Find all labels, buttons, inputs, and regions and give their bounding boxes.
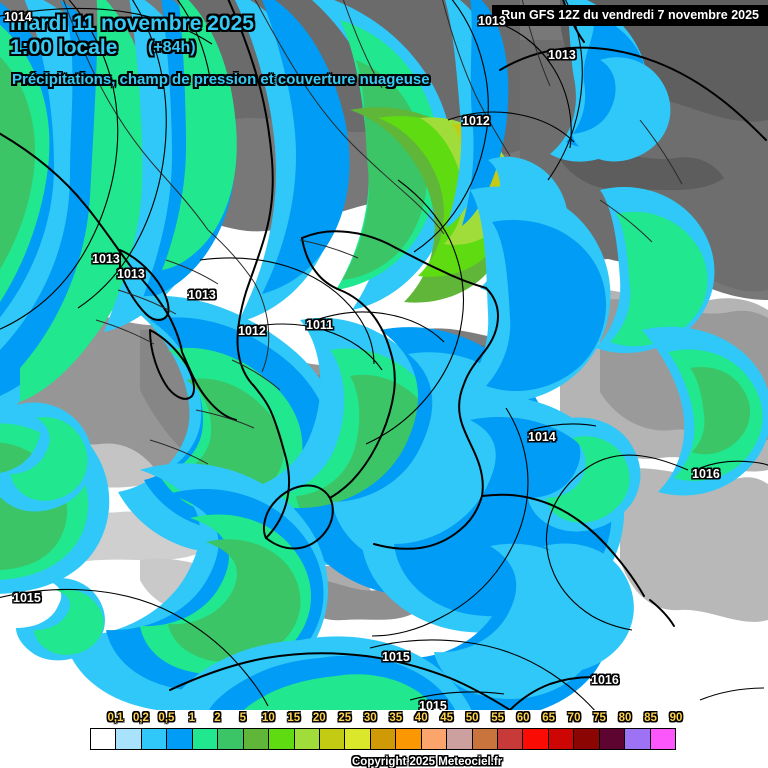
- legend-color-bar[interactable]: [90, 728, 676, 750]
- legend-tick-label: 2: [214, 712, 221, 724]
- legend-color-cell: [345, 729, 371, 749]
- legend-color-cell: [91, 729, 117, 749]
- legend-tick-label: 80: [618, 712, 632, 724]
- isobar-pressure-label: 1014: [528, 430, 556, 444]
- legend-tick-label: 0,5: [158, 712, 175, 724]
- legend-color-cell: [370, 729, 397, 749]
- legend-tick-label: 70: [567, 712, 581, 724]
- copyright-label: Copyright 2025 Meteociel.fr: [352, 756, 503, 768]
- legend-tick-label: 90: [669, 712, 683, 724]
- precipitation-layer: [0, 0, 768, 710]
- legend-color-cell: [243, 729, 270, 749]
- legend-tick-label: 85: [644, 712, 657, 724]
- legend-tick-label: 20: [312, 712, 326, 724]
- legend-color-cell: [472, 729, 498, 749]
- legend-tick-label: 10: [261, 712, 275, 724]
- legend-tick-label: 5: [239, 712, 247, 724]
- map-date-label: mardi 11 novembre 2025: [10, 12, 254, 35]
- weather-map[interactable]: mardi 11 novembre 2025 1:00 locale (+84h…: [0, 0, 768, 710]
- legend-tick-label: 15: [287, 712, 301, 724]
- isobar-pressure-label: 1015: [419, 699, 447, 710]
- legend-color-cell: [269, 729, 295, 749]
- legend-color-cell: [523, 729, 549, 749]
- isobar-pressure-label: 1014: [4, 10, 32, 24]
- isobar-pressure-label: 1012: [238, 324, 266, 338]
- legend-color-cell: [192, 729, 219, 749]
- legend-color-cell: [421, 729, 448, 749]
- legend-color-cell: [167, 729, 193, 749]
- isobar-pressure-label: 1015: [13, 591, 41, 605]
- isobar-pressure-label: 1011: [306, 318, 334, 332]
- coastline-layer: [0, 0, 767, 710]
- legend-color-cell: [574, 729, 600, 749]
- legend-tick-label: 55: [491, 712, 505, 724]
- map-offset-label: (+84h): [148, 39, 196, 56]
- legend-tick-label: 40: [414, 712, 428, 724]
- isobar-pressure-label: 1015: [382, 650, 410, 664]
- legend-color-cell: [548, 729, 575, 749]
- isobar-pressure-label: 1013: [92, 252, 120, 266]
- legend-color-cell: [498, 729, 524, 749]
- legend-color-cell: [396, 729, 422, 749]
- country-borders-layer: [63, 0, 683, 465]
- isobar-pressure-label: 1013: [117, 267, 145, 281]
- isobar-pressure-label: 1016: [591, 673, 619, 687]
- model-run-banner: Run GFS 12Z du vendredi 7 novembre 2025: [492, 5, 768, 26]
- legend-tick-label: 0,1: [107, 712, 124, 724]
- isobar-pressure-label: 1013: [478, 14, 506, 28]
- isobar-pressure-label: 1012: [462, 114, 490, 128]
- precipitation-legend: 0,1 0,2 0,5 1 2 5 10 15 20 25 30 35 40 45 50 55 60 65 70 75…: [0, 710, 768, 768]
- legend-tick-label: 65: [542, 712, 555, 724]
- isobar-pressure-label: 1016: [692, 467, 720, 481]
- legend-color-cell: [650, 729, 676, 749]
- map-hour-label: 1:00 locale: [10, 36, 118, 59]
- legend-tick-label: 60: [516, 712, 530, 724]
- map-canvas: [0, 0, 768, 710]
- legend-color-cell: [218, 729, 244, 749]
- legend-tick-label: 25: [338, 712, 352, 724]
- isobar-layer: [0, 0, 768, 710]
- legend-color-cell: [599, 729, 626, 749]
- legend-tick-labels: 0,1 0,2 0,5 1 2 5 10 15 20 25 30 35 40 45 50 55 60 65 70 75…: [90, 712, 682, 728]
- legend-tick-label: 1: [188, 712, 196, 724]
- legend-tick-label: 35: [389, 712, 403, 724]
- legend-color-cell: [447, 729, 473, 749]
- legend-color-cell: [319, 729, 346, 749]
- legend-tick-label: 45: [440, 712, 454, 724]
- legend-color-cell: [294, 729, 320, 749]
- legend-tick-label: 75: [593, 712, 606, 724]
- legend-color-cell: [116, 729, 142, 749]
- legend-color-cell: [625, 729, 651, 749]
- isobar-pressure-label: 1013: [548, 48, 576, 62]
- map-subtitle-label: Précipitations, champ de pression et cou…: [12, 71, 430, 88]
- legend-tick-label: 30: [363, 712, 377, 724]
- legend-tick-label: 50: [465, 712, 479, 724]
- legend-color-cell: [141, 729, 168, 749]
- legend-tick-label: 0,2: [132, 712, 149, 724]
- isobar-pressure-label: 1013: [188, 288, 216, 302]
